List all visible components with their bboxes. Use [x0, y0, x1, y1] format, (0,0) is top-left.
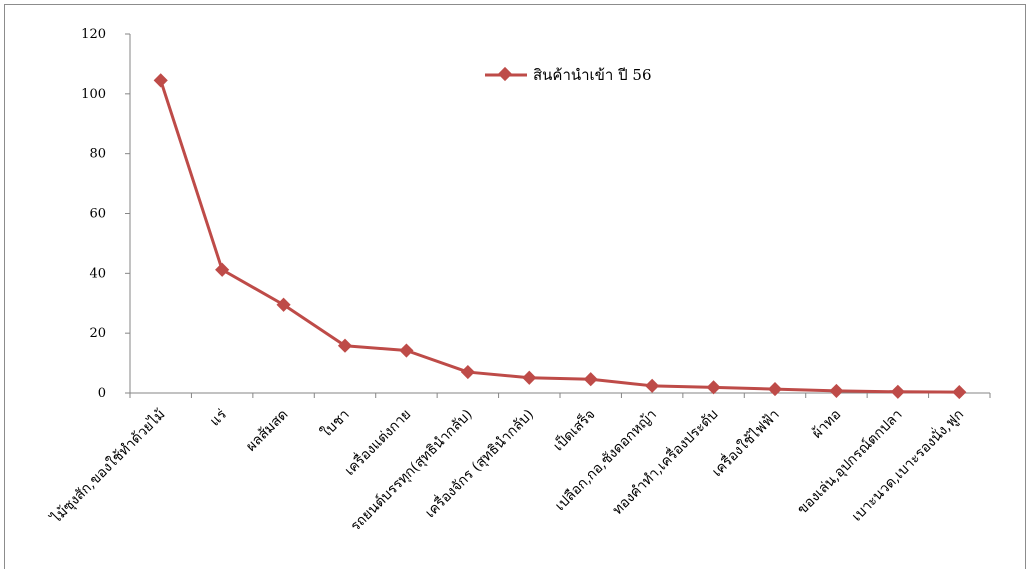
y-tick-label: 40	[89, 266, 106, 281]
x-axis-ticks: ไม้ซุงสัก,ของใช้ทำด้วยไม้ แร่ ผลส้มสด ใบชา เ…	[47, 393, 991, 535]
x-category-label: ทองคำทำ,เครื่องประดับ	[608, 405, 721, 518]
x-category-label: เครื่องจักร (สุทธินำกลับ)	[421, 405, 537, 521]
x-category-label: ของเล่น,อุปกรณ์ตกปลา	[794, 406, 906, 518]
x-category-label: ผ้าทอ	[809, 407, 844, 442]
y-tick-label: 100	[81, 87, 106, 102]
x-category-label: เป็ดเสร็จ	[549, 405, 598, 454]
data-point-marker	[460, 364, 475, 380]
legend: สินค้านำเข้า ปี 56	[485, 66, 652, 84]
y-tick-label: 80	[89, 147, 106, 162]
y-axis-ticks: 0 20 40 60 80 100 120	[81, 27, 130, 401]
chart-frame: 0 20 40 60 80 100 120 ไม้ซุงสัก,ของใช้ทำด้วยไม…	[4, 4, 1026, 569]
data-point-marker	[767, 382, 783, 397]
axes	[129, 34, 990, 394]
legend-marker	[497, 66, 513, 82]
series-layer	[153, 73, 967, 400]
x-category-label: รถยนต์บรรทุก(สุทธินำกลับ)	[347, 406, 476, 535]
series-line	[159, 79, 960, 394]
x-category-label: เปลือก,กอ,ซังดอกหญ้า	[552, 407, 660, 515]
data-point-marker	[706, 380, 721, 395]
x-category-label: แร่	[207, 406, 230, 429]
data-point-marker	[952, 385, 967, 400]
data-point-marker	[215, 262, 230, 277]
y-tick-label: 60	[89, 207, 106, 222]
data-point-marker	[153, 73, 168, 88]
x-category-label: ไม้ซุงสัก,ของใช้ทำด้วยไม้	[47, 406, 168, 527]
data-point-marker	[890, 384, 905, 399]
x-category-label: ใบชา	[317, 406, 352, 441]
y-tick-label: 0	[98, 386, 106, 401]
legend-label: สินค้านำเข้า ปี 56	[533, 66, 652, 84]
data-point-marker	[337, 338, 353, 353]
data-point-marker	[645, 378, 660, 393]
x-category-label: ผลส้มสด	[243, 407, 291, 455]
data-point-marker	[829, 383, 844, 398]
data-point-marker	[399, 343, 414, 358]
y-tick-label: 120	[81, 27, 106, 42]
y-tick-label: 20	[89, 326, 106, 341]
data-point-marker	[522, 370, 537, 385]
line-chart: 0 20 40 60 80 100 120 ไม้ซุงสัก,ของใช้ทำด้วยไม…	[47, 27, 991, 535]
x-category-label: เบาะนวด,เบาะรองนั่ง,ฟูก	[848, 405, 968, 525]
data-point-marker	[583, 372, 598, 387]
data-point-marker	[276, 297, 291, 312]
